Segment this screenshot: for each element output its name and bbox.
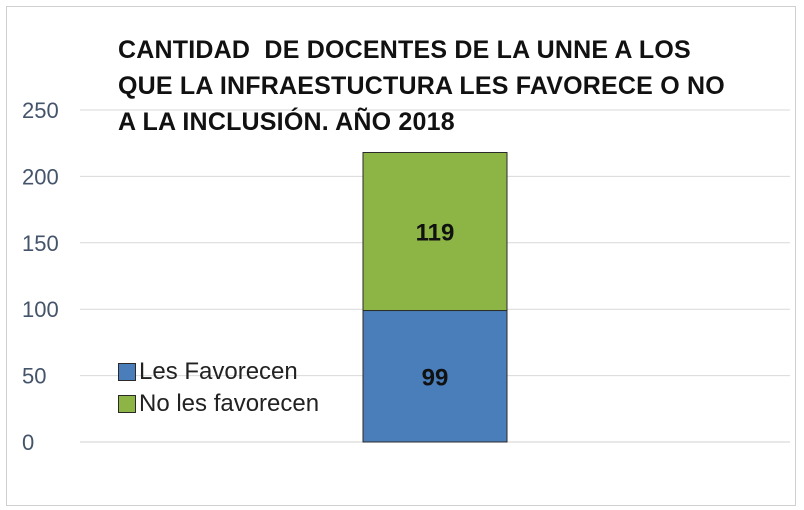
y-tick-label: 150: [22, 231, 59, 256]
legend: Les Favorecen No les favorecen: [118, 356, 319, 420]
chart-title: CANTIDAD DE DOCENTES DE LA UNNE A LOS QU…: [118, 32, 758, 140]
bars: 99 119: [362, 151, 508, 443]
y-tick-label: 250: [22, 98, 59, 123]
legend-label-les-favorecen: Les Favorecen: [139, 358, 298, 385]
legend-swatch-no-les-favorecen: [118, 395, 136, 413]
y-tick-label: 50: [22, 364, 46, 389]
legend-label-no-les-favorecen: No les favorecen: [139, 390, 320, 417]
chart-title-line-1: CANTIDAD DE DOCENTES DE LA UNNE A LOS: [118, 36, 691, 64]
legend-swatch-les-favorecen: [118, 363, 136, 381]
data-label: 119: [416, 220, 455, 247]
chart-title-line-2: QUE LA INFRAESTUCTURA LES FAVORECE O NO: [118, 72, 725, 100]
y-tick-label: 0: [22, 430, 34, 455]
y-axis: 0 50 100 150 200 250: [22, 98, 59, 455]
y-tick-label: 100: [22, 297, 59, 322]
data-label: 99: [422, 364, 449, 391]
y-tick-label: 200: [22, 164, 59, 189]
legend-item-no-les-favorecen: No les favorecen: [118, 388, 319, 420]
chart-title-line-3: A LA INCLUSIÓN. AÑO 2018: [118, 108, 455, 136]
bar-segment-les-favorecen: [362, 310, 508, 443]
bar-segment-no-les-favorecen: [362, 151, 508, 312]
legend-item-les-favorecen: Les Favorecen: [118, 356, 319, 388]
